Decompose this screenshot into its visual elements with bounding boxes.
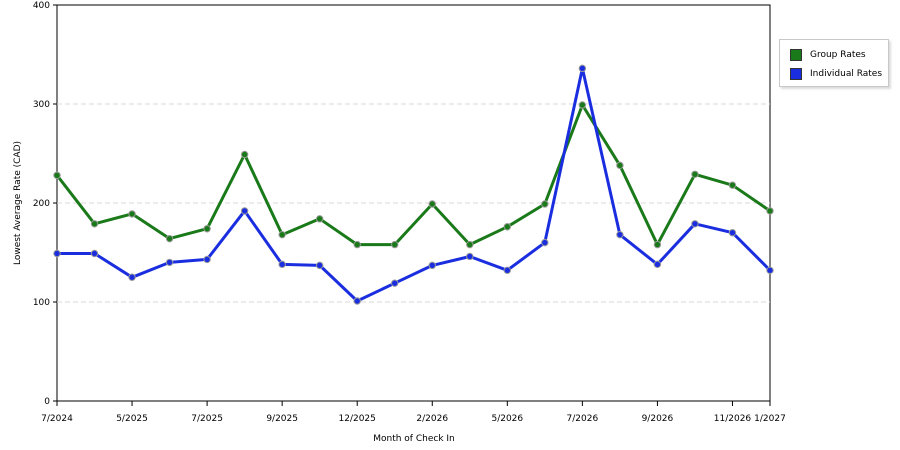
data-point-group-rates-9	[391, 240, 399, 249]
data-point-group-rates-15	[616, 161, 624, 170]
x-tick-label-0: 7/2024	[41, 414, 73, 424]
data-point-group-rates-4	[203, 225, 211, 233]
data-point-individual-rates-4	[203, 255, 211, 264]
data-point-group-rates-13	[541, 200, 549, 208]
data-point-group-rates-7	[315, 215, 324, 223]
x-tick-label-3: 9/2025	[266, 414, 298, 424]
y-tick-label-400: 400	[33, 1, 50, 11]
x-tick-label-4: 12/2025	[339, 414, 376, 424]
data-point-individual-rates-0	[53, 249, 61, 258]
legend-swatch-individual-rates	[790, 68, 802, 80]
legend: Group Rates Individual Rates	[779, 39, 889, 87]
series-line-group-rates	[55, 103, 772, 247]
series-line-individual-rates	[55, 66, 772, 303]
data-point-group-rates-10	[428, 200, 436, 208]
legend-label-group-rates: Group Rates	[810, 50, 866, 60]
x-axis: 7/2024 5/2025 7/2025 9/2025 12/2025 2/2026 5/2…	[41, 401, 786, 424]
data-point-group-rates-8	[353, 240, 361, 249]
x-tick-label-5: 2/2026	[416, 414, 448, 424]
x-tick-label-6: 5/2026	[491, 414, 523, 424]
y-tick-label-100: 100	[33, 298, 50, 308]
x-tick-label-2: 7/2025	[191, 414, 223, 424]
data-point-individual-rates-7	[315, 261, 324, 270]
legend-item-individual-rates: Individual Rates	[790, 67, 882, 81]
x-axis-label: Month of Check In	[373, 434, 455, 444]
series-layer	[53, 64, 774, 305]
data-point-group-rates-3	[165, 234, 174, 243]
gridlines	[57, 103, 770, 303]
legend-label-individual-rates: Individual Rates	[810, 69, 883, 79]
data-point-group-rates-18	[728, 181, 737, 189]
x-tick-label-1: 5/2025	[116, 414, 148, 424]
data-point-individual-rates-9	[391, 279, 399, 287]
data-point-individual-rates-6	[278, 260, 286, 269]
data-point-individual-rates-13	[541, 238, 549, 247]
y-axis-label: Lowest Average Rate (CAD)	[13, 141, 23, 265]
data-point-individual-rates-14	[578, 64, 587, 73]
x-tick-label-8: 9/2026	[642, 414, 674, 424]
series-group-rates	[53, 101, 774, 249]
data-point-individual-rates-19	[766, 266, 774, 275]
y-tick-label-300: 300	[33, 100, 50, 110]
data-point-group-rates-19	[766, 207, 774, 215]
data-point-individual-rates-15	[616, 230, 624, 239]
data-point-individual-rates-8	[353, 297, 361, 305]
y-axis: 0 100 200 300 400	[33, 1, 57, 407]
data-point-individual-rates-5	[240, 207, 249, 215]
data-point-individual-rates-2	[128, 273, 136, 281]
y-tick-label-0: 0	[44, 397, 50, 407]
data-point-group-rates-2	[128, 210, 136, 218]
x-tick-label-7: 7/2026	[567, 414, 599, 424]
data-point-group-rates-12	[503, 223, 512, 231]
data-point-individual-rates-11	[466, 252, 474, 261]
legend-item-group-rates: Group Rates	[790, 48, 866, 62]
data-point-group-rates-14	[578, 101, 587, 109]
data-point-group-rates-6	[278, 230, 286, 239]
data-point-individual-rates-18	[728, 229, 737, 237]
data-point-group-rates-5	[240, 150, 249, 159]
data-point-individual-rates-10	[428, 261, 436, 270]
data-point-group-rates-16	[653, 240, 662, 249]
data-point-individual-rates-3	[165, 258, 174, 267]
data-point-group-rates-1	[90, 220, 99, 228]
data-point-individual-rates-16	[653, 260, 662, 269]
data-point-individual-rates-12	[503, 266, 512, 275]
series-individual-rates	[53, 64, 774, 305]
data-point-individual-rates-17	[691, 220, 699, 228]
legend-swatch-group-rates	[790, 49, 802, 61]
y-tick-label-200: 200	[33, 199, 50, 209]
data-point-group-rates-17	[691, 170, 699, 178]
data-point-group-rates-0	[53, 171, 61, 179]
x-tick-label-10: 1/2027	[754, 414, 786, 424]
data-point-group-rates-11	[466, 240, 474, 249]
data-point-individual-rates-1	[90, 249, 99, 258]
x-tick-label-9: 11/2026	[714, 414, 752, 424]
